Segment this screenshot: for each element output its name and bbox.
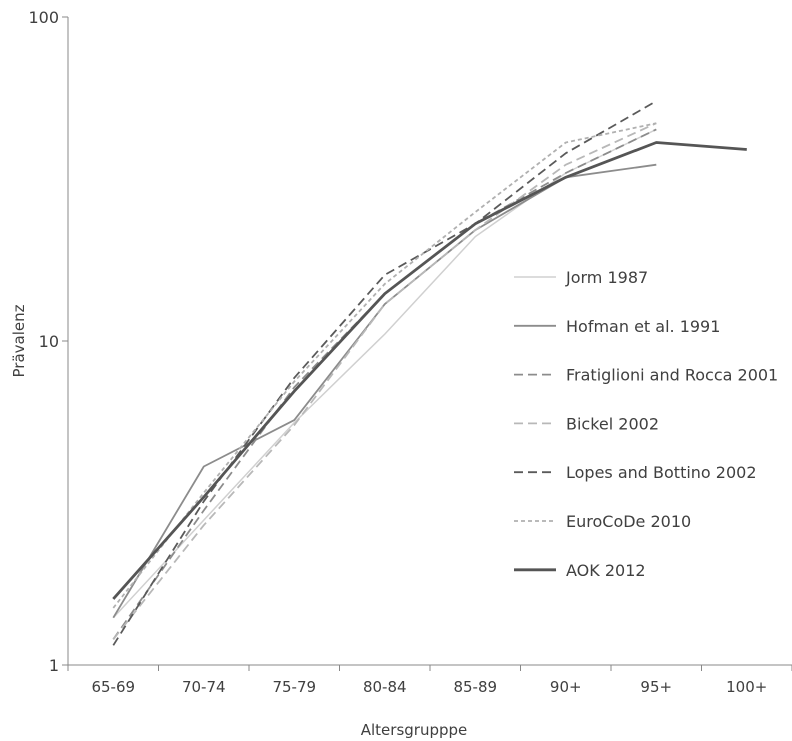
series-line bbox=[112, 122, 657, 640]
legend-label: Lopes and Bottino 2002 bbox=[566, 463, 757, 482]
legend-label: Hofman et al. 1991 bbox=[566, 317, 720, 336]
x-tick-label: 65-69 bbox=[91, 678, 135, 696]
series-line bbox=[112, 163, 657, 619]
axes: 1 10 100 65-69 70-74 75-79 80-84 85-89 90+ 95+ 100… bbox=[28, 8, 792, 696]
series-lines bbox=[112, 100, 747, 646]
legend-label: Fratiglioni and Rocca 2001 bbox=[566, 366, 778, 385]
x-tick-label: 100+ bbox=[726, 678, 767, 696]
legend-label: EuroCoDe 2010 bbox=[566, 512, 691, 531]
x-tick-label: 80-84 bbox=[363, 678, 407, 696]
x-tick-label: 95+ bbox=[640, 678, 672, 696]
x-tick-label: 75-79 bbox=[272, 678, 316, 696]
x-tick-label: 90+ bbox=[550, 678, 582, 696]
x-tick-label: 85-89 bbox=[453, 678, 497, 696]
legend-label: AOK 2012 bbox=[566, 561, 646, 580]
series-line bbox=[112, 141, 747, 600]
x-axis-label: Altersgrupppe bbox=[361, 721, 468, 739]
y-tick-label: 10 bbox=[39, 332, 59, 351]
series-line bbox=[112, 122, 657, 609]
y-tick-label: 1 bbox=[49, 656, 59, 675]
legend-label: Bickel 2002 bbox=[566, 414, 659, 433]
y-tick-label: 100 bbox=[28, 8, 59, 27]
legend: Jorm 1987 Hofman et al. 1991 Fratiglioni a… bbox=[514, 268, 778, 580]
series-line bbox=[112, 100, 657, 646]
x-tick-label: 70-74 bbox=[182, 678, 226, 696]
legend-label: Jorm 1987 bbox=[565, 268, 648, 287]
y-axis-label: Prävalenz bbox=[10, 304, 28, 377]
